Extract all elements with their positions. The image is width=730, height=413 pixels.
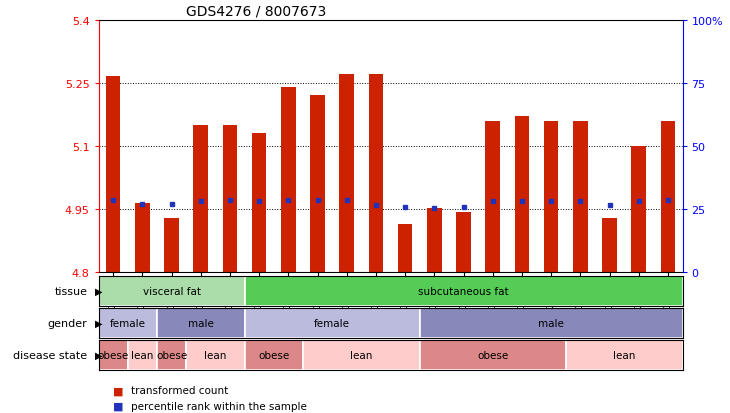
Text: obese: obese bbox=[156, 350, 187, 360]
Text: lean: lean bbox=[613, 350, 635, 360]
Text: ▶: ▶ bbox=[95, 350, 102, 360]
Text: visceral fat: visceral fat bbox=[142, 286, 201, 296]
Bar bbox=[369, 75, 383, 272]
Bar bbox=[398, 224, 412, 272]
Bar bbox=[631, 147, 646, 272]
Bar bbox=[99, 276, 245, 306]
Bar bbox=[456, 213, 471, 272]
Text: transformed count: transformed count bbox=[131, 385, 228, 395]
Bar bbox=[485, 121, 500, 272]
Bar bbox=[281, 88, 296, 272]
Bar bbox=[420, 308, 683, 338]
Text: disease state: disease state bbox=[13, 350, 88, 360]
Text: obese: obese bbox=[98, 350, 128, 360]
Text: obese: obese bbox=[258, 350, 289, 360]
Bar bbox=[427, 209, 442, 272]
Text: ▶: ▶ bbox=[95, 286, 102, 296]
Bar bbox=[157, 340, 186, 370]
Text: ▶: ▶ bbox=[95, 318, 102, 328]
Bar bbox=[566, 340, 683, 370]
Bar bbox=[186, 340, 245, 370]
Text: ■: ■ bbox=[113, 401, 123, 411]
Text: subcutaneous fat: subcutaneous fat bbox=[418, 286, 509, 296]
Text: lean: lean bbox=[131, 350, 153, 360]
Bar bbox=[544, 121, 558, 272]
Bar bbox=[157, 308, 245, 338]
Bar bbox=[128, 340, 157, 370]
Bar bbox=[661, 121, 675, 272]
Bar bbox=[223, 126, 237, 272]
Bar bbox=[193, 126, 208, 272]
Bar bbox=[310, 96, 325, 272]
Bar bbox=[99, 340, 128, 370]
Bar bbox=[420, 340, 566, 370]
Bar bbox=[164, 218, 179, 272]
Bar bbox=[245, 340, 303, 370]
Text: ■: ■ bbox=[113, 385, 123, 395]
Text: male: male bbox=[188, 318, 214, 328]
Text: tissue: tissue bbox=[55, 286, 88, 296]
Text: female: female bbox=[110, 318, 146, 328]
Text: lean: lean bbox=[204, 350, 226, 360]
Bar bbox=[573, 121, 588, 272]
Text: male: male bbox=[538, 318, 564, 328]
Bar bbox=[135, 204, 150, 272]
Text: lean: lean bbox=[350, 350, 372, 360]
Text: GDS4276 / 8007673: GDS4276 / 8007673 bbox=[186, 4, 326, 18]
Bar bbox=[252, 134, 266, 272]
Bar bbox=[339, 75, 354, 272]
Bar bbox=[303, 340, 420, 370]
Bar bbox=[602, 218, 617, 272]
Bar bbox=[245, 276, 683, 306]
Bar bbox=[99, 308, 157, 338]
Text: percentile rank within the sample: percentile rank within the sample bbox=[131, 401, 307, 411]
Text: gender: gender bbox=[48, 318, 88, 328]
Bar bbox=[245, 308, 420, 338]
Text: obese: obese bbox=[477, 350, 508, 360]
Text: female: female bbox=[314, 318, 350, 328]
Bar bbox=[515, 117, 529, 272]
Bar bbox=[106, 77, 120, 272]
